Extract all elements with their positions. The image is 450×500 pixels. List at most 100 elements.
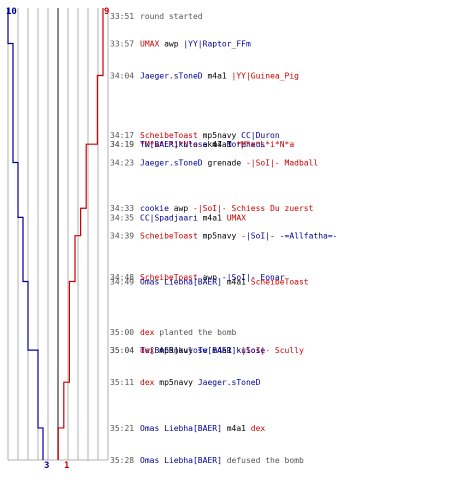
weapon-label: m4a1: [203, 72, 232, 81]
event-time: 34:19: [110, 140, 134, 149]
event-row: 35:11 dex mp5navy Jaeger.sToneD: [110, 378, 261, 387]
team-b-start-count: 9: [104, 7, 109, 17]
team-a-player: CC|Spadjaari: [140, 213, 198, 222]
event-row: 35:04 dex mp5navy Tw[BAER]kulose: [110, 346, 265, 355]
team-b-player: *M*x*L*i*N*a: [140, 140, 198, 149]
weapon-label: mp5navy: [154, 346, 197, 355]
team-a-player: Omas Liebha[BAER]: [140, 424, 222, 433]
series-layer: [7, 8, 104, 460]
team-a-player: Tw[BAER]kulose: [198, 346, 266, 355]
event-time: 34:17: [110, 131, 134, 140]
team-b-player: |YY|Guinea_Pig: [232, 72, 300, 81]
weapon-label: m4a1: [198, 213, 227, 222]
event-message: defused the bomb: [222, 456, 304, 465]
team-a-player: -|SoI|- -=Allfatha=-: [241, 232, 337, 241]
event-message: round started: [140, 12, 203, 21]
team-b-player: dex: [140, 378, 155, 387]
event-time: 35:04: [110, 346, 134, 355]
event-row: 34:33 cookie awp -|SoI|- Schiess Du zuers…: [110, 204, 314, 213]
event-text: Omas Liebha[BAER] defused the bomb: [140, 456, 304, 465]
event-time: 34:19: [110, 140, 134, 149]
team-b-player-count-line: [57, 8, 104, 460]
event-time: 35:00: [110, 328, 134, 337]
event-time: 33:51: [110, 12, 134, 21]
event-row: 34:49 Omas Liebha[BAER] m4a1 ScheibeToast: [110, 277, 309, 286]
event-time: 34:23: [110, 158, 134, 167]
event-text: Tw[BAER]kulose m4a1 *M*x*L*i*N*a: [140, 140, 294, 149]
event-row: 35:04 Tw[BAER]kulose m4a1 -|SoI|- Scully: [110, 346, 304, 355]
event-text: Tw[BAER]kulose m4a1 -|SoI|- Scully: [140, 346, 304, 355]
team-a-player: Jaeger.sToneD: [140, 72, 203, 81]
team-b-player: UMAX: [227, 213, 246, 222]
weapon-label: m4a1: [222, 424, 251, 433]
count-layer: 10 9 3 1: [6, 7, 109, 471]
weapon-label: m4a1: [207, 140, 236, 149]
event-time: 34:39: [110, 232, 134, 241]
event-text: CC|Spadjaari m4a1 UMAX: [140, 213, 246, 222]
event-text: Jaeger.sToneD m4a1 |YY|Guinea_Pig: [140, 72, 299, 81]
event-row: 35:28 Omas Liebha[BAER] defused the bomb: [110, 456, 304, 465]
event-row: 34:19 *M*x*L*i*N*a ak47 Morpheus: [110, 140, 265, 149]
team-a-end-count: 3: [44, 461, 49, 471]
event-time: 34:48: [110, 273, 134, 282]
weapon-label: mp5navy: [154, 378, 197, 387]
event-row: 34:19 Tw[BAER]kulose m4a1 *M*x*L*i*N*a: [110, 140, 294, 149]
weapon-label: m4a1: [222, 277, 251, 286]
event-row: 34:39 ScheibeToast mp5navy -|SoI|- -=Allf…: [110, 232, 337, 241]
team-a-player: Omas Liebha[BAER]: [140, 277, 222, 286]
event-time: 35:21: [110, 424, 134, 433]
event-text: Jaeger.sToneD grenade -|SoI|- Madball: [140, 158, 318, 167]
team-b-player: ScheibeToast: [140, 131, 198, 140]
event-row: 34:35 CC|Spadjaari m4a1 UMAX: [110, 213, 246, 222]
event-time: 35:28: [110, 456, 134, 465]
weapon-label: awp: [198, 273, 222, 282]
event-text: Omas Liebha[BAER] m4a1 dex: [140, 424, 265, 433]
team-b-player: dex: [140, 328, 155, 337]
team-b-player: -|SoI|- Madball: [246, 158, 318, 167]
event-time: 34:04: [110, 72, 134, 81]
event-text: ScheibeToast awp -|SoI|- Eonar: [140, 273, 285, 282]
grid-layer: [7, 8, 109, 461]
team-a-player: Omas Liebha[BAER]: [140, 456, 222, 465]
weapon-label: awp: [159, 39, 183, 48]
event-row: 34:23 Jaeger.sToneD grenade -|SoI|- Madba…: [110, 158, 318, 167]
weapon-label: m4a1: [207, 346, 236, 355]
event-time: 35:04: [110, 346, 134, 355]
team-a-start-count: 10: [6, 7, 17, 17]
team-a-player: Tw[BAER]kulose: [140, 346, 208, 355]
event-row: 33:57 UMAX awp |YY|Raptor_FFm: [110, 39, 251, 48]
event-time: 34:33: [110, 204, 134, 213]
event-time: 34:49: [110, 277, 134, 286]
event-row: 35:00 dex planted the bomb: [110, 328, 237, 337]
event-text: ScheibeToast mp5navy -|SoI|- -=Allfatha=…: [140, 232, 337, 241]
weapon-label: ak47: [198, 140, 227, 149]
event-row: 34:17 ScheibeToast mp5navy CC|Duron: [110, 131, 280, 140]
event-row: 34:48 ScheibeToast awp -|SoI|- Eonar: [110, 273, 285, 282]
team-b-player: ScheibeToast: [251, 277, 309, 286]
event-row: 34:04 Jaeger.sToneD m4a1 |YY|Guinea_Pig: [110, 72, 299, 81]
event-text: ScheibeToast mp5navy CC|Duron: [140, 131, 280, 140]
weapon-label: mp5navy: [198, 232, 241, 241]
weapon-label: mp5navy: [198, 131, 241, 140]
team-b-player: -|SoI|- Scully: [236, 346, 304, 355]
event-text: round started: [140, 12, 203, 21]
event-message: planted the bomb: [154, 328, 236, 337]
team-a-player: CC|Duron: [241, 131, 280, 140]
team-b-player: -|SoI|- Schiess Du zuerst: [193, 204, 314, 213]
team-a-player: cookie: [140, 204, 169, 213]
team-b-player: ScheibeToast: [140, 232, 198, 241]
event-text: dex planted the bomb: [140, 328, 237, 337]
team-b-player: UMAX: [140, 39, 159, 48]
team-b-player: dex: [251, 424, 266, 433]
team-a-player: Jaeger.sToneD: [198, 378, 261, 387]
team-a-player: Morpheus: [227, 140, 266, 149]
event-text: Omas Liebha[BAER] m4a1 ScheibeToast: [140, 277, 309, 286]
event-text: UMAX awp |YY|Raptor_FFm: [140, 39, 251, 48]
weapon-label: awp: [169, 204, 193, 213]
team-a-player: Tw[BAER]kulose: [140, 140, 208, 149]
event-text: *M*x*L*i*N*a ak47 Morpheus: [140, 140, 265, 149]
weapon-label: grenade: [203, 158, 246, 167]
team-b-player: dex: [140, 346, 155, 355]
event-text: dex mp5navy Tw[BAER]kulose: [140, 346, 265, 355]
